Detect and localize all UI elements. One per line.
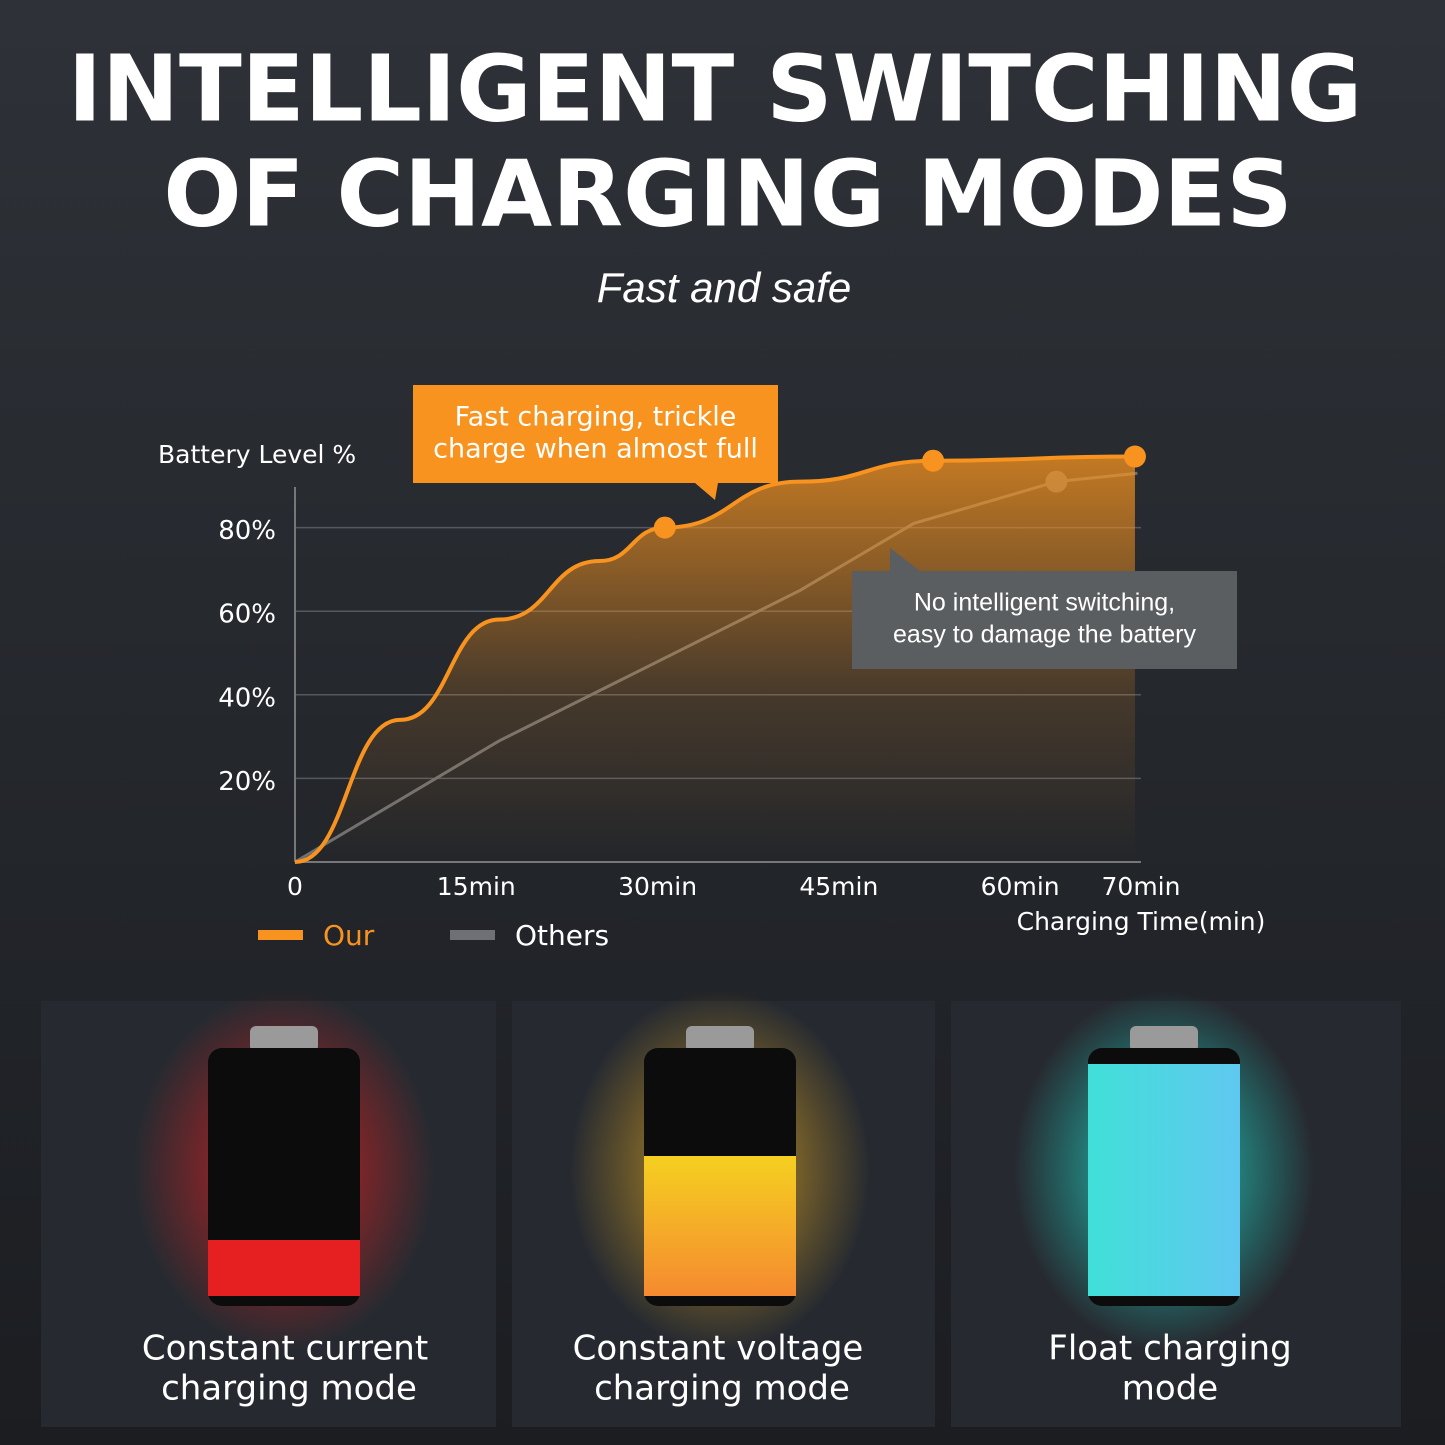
point bbox=[922, 449, 945, 472]
y-tick-label: 60% bbox=[218, 600, 276, 630]
point bbox=[1123, 445, 1146, 468]
battery bbox=[1088, 1026, 1240, 1306]
card-label: charging mode bbox=[161, 1369, 417, 1409]
x-tick-label: 30min bbox=[618, 872, 697, 901]
subtitle: Fast and safe bbox=[597, 264, 851, 311]
chart: 20% 40% 60% 80% 0 15min 30min 45min 60min 70min Ba… bbox=[158, 385, 1265, 952]
y-axis-label: Battery Level % bbox=[158, 440, 356, 469]
x-axis-label: Charging Time(min) bbox=[1017, 907, 1266, 936]
legend-label: Others bbox=[515, 919, 609, 952]
cards: Constant current charging mode Constant … bbox=[41, 990, 1401, 1427]
annotation-pointer bbox=[890, 548, 920, 571]
annotation-text: Fast charging, trickle bbox=[455, 402, 737, 433]
legend-label: Our bbox=[323, 919, 375, 952]
y-tick-label: 40% bbox=[218, 683, 276, 713]
x-tick-label: 0 bbox=[287, 872, 303, 901]
title: INTELLIGENT SWITCHING bbox=[68, 35, 1362, 142]
y-tick-label: 80% bbox=[218, 516, 276, 546]
x-tick-label: 45min bbox=[799, 872, 878, 901]
card-label: charging mode bbox=[594, 1369, 850, 1409]
x-tick-label: 15min bbox=[437, 872, 516, 901]
annotation-text: charge when almost full bbox=[433, 434, 758, 465]
card-label: Constant current bbox=[142, 1329, 428, 1369]
title: OF CHARGING MODES bbox=[163, 140, 1292, 247]
point bbox=[653, 516, 676, 539]
y-tick-label: 20% bbox=[218, 767, 276, 797]
area bbox=[295, 456, 1135, 862]
x-tick-label: 70min bbox=[1102, 872, 1181, 901]
card-label: mode bbox=[1122, 1369, 1218, 1409]
annotation-box bbox=[413, 385, 778, 483]
annotation-box bbox=[852, 571, 1237, 669]
legend-swatch bbox=[258, 930, 303, 940]
x-tick-label: 60min bbox=[981, 872, 1060, 901]
annotation-text: No intelligent switching, bbox=[914, 589, 1175, 617]
battery bbox=[208, 1026, 360, 1306]
annotation-text: easy to damage the battery bbox=[893, 621, 1196, 649]
legend-swatch bbox=[450, 930, 495, 940]
battery bbox=[644, 1026, 796, 1306]
annotation-pointer bbox=[695, 483, 718, 500]
card-label: Constant voltage bbox=[573, 1329, 864, 1369]
card-label: Float charging bbox=[1048, 1329, 1291, 1369]
